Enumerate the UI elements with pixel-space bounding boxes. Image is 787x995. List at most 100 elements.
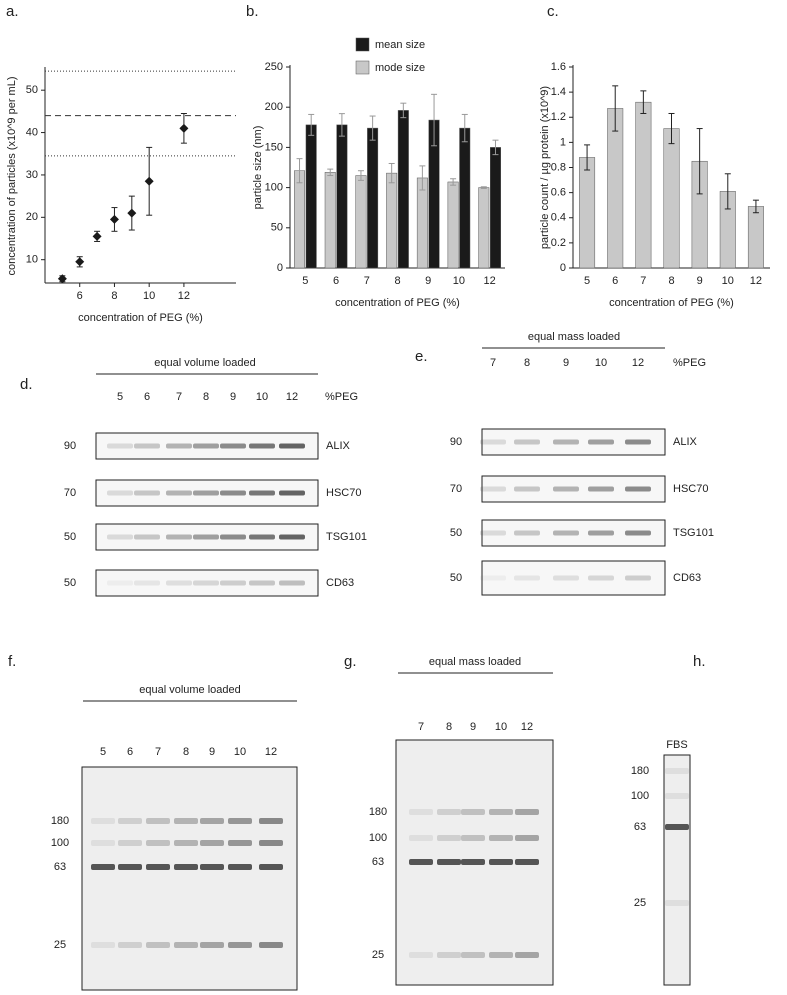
band <box>91 818 115 824</box>
band <box>437 809 461 815</box>
band <box>665 824 689 830</box>
band <box>91 840 115 846</box>
band <box>228 942 252 948</box>
y-tick-label: 0.2 <box>551 237 566 249</box>
band <box>489 835 513 841</box>
band <box>200 942 224 948</box>
band <box>146 864 170 870</box>
x-tick-label: 8 <box>394 275 400 287</box>
band <box>174 840 198 846</box>
band <box>134 580 160 586</box>
y-tick-label: 0.4 <box>551 212 566 224</box>
lane-label: 7 <box>155 746 161 758</box>
x-tick-label: 7 <box>640 275 646 287</box>
band <box>515 859 539 865</box>
band <box>200 840 224 846</box>
marker-label: 63 <box>634 821 646 833</box>
bar <box>324 172 336 269</box>
bar <box>305 124 317 269</box>
band <box>489 859 513 865</box>
band <box>515 835 539 841</box>
bar <box>355 175 367 269</box>
panel-label: a. <box>6 3 19 20</box>
band <box>166 580 192 586</box>
y-axis-title: particle count / µg protein (x10^9) <box>539 86 551 249</box>
band <box>107 490 133 496</box>
band <box>118 818 142 824</box>
point <box>75 257 85 267</box>
band <box>118 840 142 846</box>
band <box>437 859 461 865</box>
band <box>200 818 224 824</box>
marker-label: 63 <box>54 861 66 873</box>
marker-label: 25 <box>634 897 646 909</box>
band <box>193 443 219 449</box>
band <box>259 840 283 846</box>
y-tick-label: 150 <box>265 141 283 153</box>
band <box>174 818 198 824</box>
band <box>118 942 142 948</box>
marker-label: 100 <box>631 790 649 802</box>
band <box>107 580 133 586</box>
band <box>259 864 283 870</box>
band <box>146 942 170 948</box>
band <box>409 835 433 841</box>
band <box>625 439 651 445</box>
band <box>461 809 485 815</box>
y-tick-label: 40 <box>26 126 38 138</box>
lane-unit: %PEG <box>325 391 358 403</box>
panel-label: d. <box>20 376 33 393</box>
x-tick-label: 9 <box>425 275 431 287</box>
x-axis-title: concentration of PEG (%) <box>335 297 460 309</box>
band <box>625 486 651 492</box>
y-tick-label: 1.2 <box>551 111 566 123</box>
band <box>665 900 689 906</box>
band <box>146 818 170 824</box>
band <box>588 530 614 536</box>
marker-label: 100 <box>369 832 387 844</box>
marker-label: 180 <box>369 806 387 818</box>
lane-label: 9 <box>470 721 476 733</box>
band <box>249 490 275 496</box>
x-tick-label: 5 <box>302 275 308 287</box>
band <box>625 575 651 581</box>
lane-label: 9 <box>209 746 215 758</box>
x-tick-label: 6 <box>333 275 339 287</box>
y-tick-label: 20 <box>26 211 38 223</box>
band <box>174 942 198 948</box>
gel-header: equal mass loaded <box>429 656 521 668</box>
marker-label: 63 <box>372 856 384 868</box>
panel-label: b. <box>246 3 259 20</box>
band <box>665 793 689 799</box>
band <box>220 490 246 496</box>
panel-label: c. <box>547 3 559 20</box>
bar <box>336 124 348 269</box>
band <box>553 439 579 445</box>
point <box>57 274 67 284</box>
mw-label: 50 <box>64 531 76 543</box>
lane-label: 6 <box>144 391 150 403</box>
x-tick-label: 12 <box>178 290 190 302</box>
band <box>146 840 170 846</box>
gel <box>663 754 691 986</box>
band <box>461 952 485 958</box>
lane-label: 9 <box>563 357 569 369</box>
band <box>166 443 192 449</box>
x-tick-label: 7 <box>364 275 370 287</box>
bar <box>367 127 379 269</box>
x-tick-label: 6 <box>612 275 618 287</box>
protein-label: ALIX <box>326 440 351 452</box>
lane-label: 8 <box>203 391 209 403</box>
blot-header: equal volume loaded <box>154 357 256 369</box>
y-axis-title: concentration of particles (x10^9 per mL… <box>6 77 18 276</box>
bar <box>397 110 409 269</box>
bar <box>635 101 652 269</box>
legend-swatch <box>355 37 370 52</box>
x-tick-label: 9 <box>697 275 703 287</box>
protein-label: CD63 <box>673 572 701 584</box>
band <box>249 534 275 540</box>
lane-label: 7 <box>418 721 424 733</box>
band <box>279 443 305 449</box>
y-tick-label: 1 <box>560 136 566 148</box>
y-tick-label: 250 <box>265 61 283 73</box>
